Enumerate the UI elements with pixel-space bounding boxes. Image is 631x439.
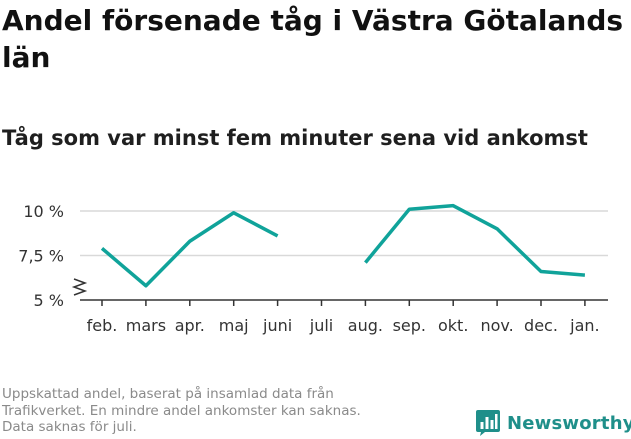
chart-title: Andel försenade tåg i Västra Götalands l… [2,4,624,74]
x-tick-label: aug. [348,316,383,335]
x-tick-label: juli [309,316,333,335]
y-tick-label: 5 % [34,291,64,310]
footnote: Uppskattad andel, baserat på insamlad da… [2,386,452,436]
x-tick-label: okt. [438,316,468,335]
x-tick-label: dec. [524,316,558,335]
x-tick-label: sep. [393,316,426,335]
x-tick-label: feb. [87,316,118,335]
x-tick-label: jan. [569,316,599,335]
x-tick-label: mars [126,316,166,335]
x-tick-label: juni [262,316,292,335]
x-tick-label: maj [219,316,249,335]
y-tick-label: 10 % [23,202,64,221]
brand-name[interactable]: Newsworthy [507,412,631,434]
axis-break-icon [71,278,88,296]
footnote-line: Uppskattad andel, baserat på insamlad da… [2,386,334,402]
footnote-line: Data saknas för juli. [2,419,137,435]
y-tick-label: 7,5 % [18,247,64,266]
x-tick-label: apr. [175,316,205,335]
footnote-line: Trafikverket. En mindre andel ankomster … [2,402,361,419]
brand-logo[interactable]: Newsworthy [476,408,631,438]
chart-subtitle: Tåg som var minst fem minuter sena vid a… [2,126,588,150]
series-line [364,203,586,277]
series-line [100,211,279,288]
x-tick-label: nov. [480,316,513,335]
bar-chart-logo-icon [476,410,500,436]
